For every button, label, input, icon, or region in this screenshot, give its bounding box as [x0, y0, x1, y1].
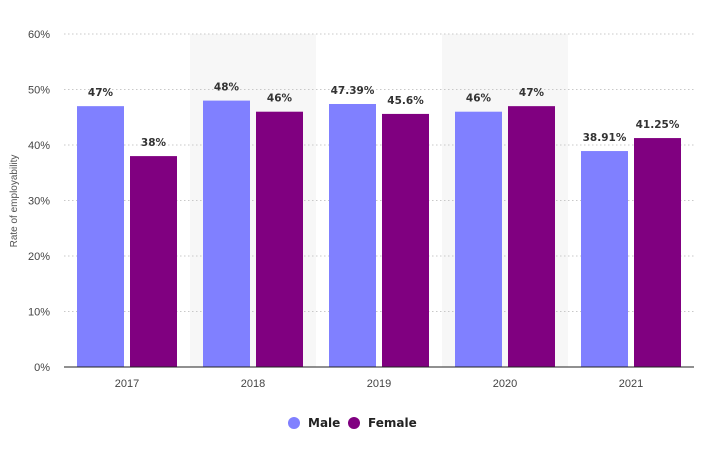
x-tick-label: 2017 [115, 378, 139, 390]
data-label-female-2017: 38% [141, 137, 167, 149]
bar-male-2021[interactable] [581, 151, 628, 367]
legend-item-female[interactable]: Female [348, 416, 417, 430]
bar-female-2020[interactable] [508, 106, 555, 368]
y-tick-label: 60% [28, 29, 50, 41]
data-label-male-2017: 47% [88, 87, 114, 99]
legend-marker [288, 417, 300, 429]
x-axis-ticks: 2017 2018 2019 2020 2021 [115, 378, 643, 390]
y-tick-label: 20% [28, 251, 50, 263]
data-label-female-2019: 45.6% [387, 95, 424, 107]
bar-female-2021[interactable] [634, 138, 681, 367]
y-tick-label: 30% [28, 196, 50, 208]
data-label-male-2019: 47.39% [331, 85, 375, 97]
x-tick-label: 2021 [619, 378, 643, 390]
data-label-female-2020: 47% [519, 87, 545, 99]
bar-male-2017[interactable] [77, 106, 124, 368]
legend-marker [348, 417, 360, 429]
bar-male-2019[interactable] [329, 103, 376, 367]
data-label-female-2021: 41.25% [636, 119, 680, 131]
y-tick-label: 50% [28, 85, 50, 97]
y-tick-label: 0% [34, 362, 50, 374]
legend-item-male[interactable]: Male [288, 416, 340, 430]
y-tick-label: 40% [28, 140, 50, 152]
bar-female-2019[interactable] [382, 113, 429, 367]
bars [77, 100, 681, 368]
y-axis-title: Rate of employability [9, 155, 20, 248]
x-tick-label: 2018 [241, 378, 265, 390]
data-label-male-2021: 38.91% [583, 132, 627, 144]
data-label-female-2018: 46% [267, 93, 293, 105]
bar-female-2018[interactable] [256, 111, 303, 367]
bar-female-2017[interactable] [130, 156, 177, 367]
x-tick-label: 2019 [367, 378, 391, 390]
data-label-male-2018: 48% [214, 82, 240, 94]
legend-label: Female [368, 416, 417, 430]
data-label-male-2020: 46% [466, 93, 492, 105]
bar-male-2018[interactable] [203, 100, 250, 367]
legend-label: Male [308, 416, 340, 430]
bar-male-2020[interactable] [455, 111, 502, 367]
data-labels: 47% 38% 48% 46% 47.39% 45.6% 46% 47% 38.91% 41.25… [88, 82, 680, 150]
y-axis-ticks: 0% 10% 20% 30% 40% 50% 60% [28, 29, 50, 374]
y-tick-label: 10% [28, 307, 50, 319]
x-tick-label: 2020 [493, 378, 517, 390]
legend: Male Female [288, 416, 417, 430]
